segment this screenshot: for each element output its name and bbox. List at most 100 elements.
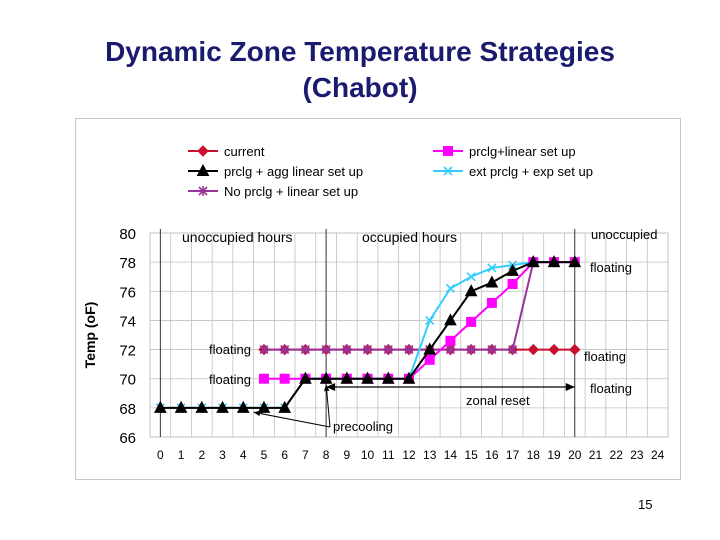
zonal-reset-arrowhead-left bbox=[326, 383, 336, 391]
data-point-star bbox=[466, 344, 476, 355]
slide-title: Dynamic Zone Temperature Strategies (Cha… bbox=[0, 34, 720, 106]
data-point-star bbox=[280, 344, 290, 355]
data-point-x bbox=[443, 166, 453, 176]
x-tick-label: 18 bbox=[527, 448, 541, 462]
x-tick-label: 6 bbox=[281, 448, 288, 462]
data-point-x bbox=[466, 272, 476, 282]
page-number: 15 bbox=[638, 497, 653, 512]
data-point-triangle bbox=[340, 371, 354, 384]
legend-item: ext prclg + exp set up bbox=[433, 164, 593, 179]
x-tick-label: 21 bbox=[589, 448, 603, 462]
annotation-unoccupied: unoccupied bbox=[591, 227, 658, 242]
data-point-x bbox=[425, 315, 435, 325]
data-point-diamond bbox=[197, 145, 209, 157]
legend-item: No prclg + linear set up bbox=[188, 184, 358, 199]
x-tick-label: 16 bbox=[485, 448, 499, 462]
data-point-triangle bbox=[174, 400, 188, 413]
y-tick-label: 74 bbox=[119, 313, 136, 330]
data-point-star bbox=[383, 344, 393, 355]
x-tick-label: 15 bbox=[464, 448, 478, 462]
data-point-triangle bbox=[216, 400, 229, 413]
legend-label: prclg+linear set up bbox=[469, 144, 576, 159]
data-point-triangle bbox=[196, 163, 210, 176]
x-tick-label: 11 bbox=[382, 448, 395, 462]
precooling-arrow-left bbox=[253, 411, 331, 428]
x-tick-label: 8 bbox=[323, 448, 330, 462]
data-point-square bbox=[424, 354, 435, 365]
data-point-triangle bbox=[485, 275, 499, 288]
data-point-triangle bbox=[319, 371, 333, 384]
x-tick-label: 22 bbox=[610, 448, 624, 462]
annotation-floating-top-right: floating bbox=[590, 260, 632, 275]
legend-label: current bbox=[224, 144, 265, 159]
legend-label: ext prclg + exp set up bbox=[469, 164, 593, 179]
data-point-x bbox=[445, 283, 456, 293]
slide-title-line-2: (Chabot) bbox=[302, 72, 418, 103]
data-point-star bbox=[198, 186, 208, 196]
x-tick-label: 23 bbox=[630, 448, 644, 462]
data-point-x bbox=[487, 263, 497, 273]
data-point-diamond bbox=[527, 343, 540, 356]
data-point-square bbox=[443, 146, 453, 156]
x-tick-label: 24 bbox=[651, 448, 665, 462]
x-tick-label: 10 bbox=[361, 448, 375, 462]
data-point-triangle bbox=[195, 400, 209, 413]
grid bbox=[149, 232, 669, 438]
x-tick-label: 5 bbox=[261, 448, 268, 462]
annotations: unoccupied hours occupied hours unoccupied… bbox=[182, 227, 658, 434]
chart-figure: 66 68 70 72 74 76 78 80 0 1 2 3 4 5 6 7 8 9 10 11 12 13 14 15 16… bbox=[75, 118, 681, 480]
x-tick-label: 2 bbox=[198, 448, 205, 462]
data-point-star bbox=[487, 344, 497, 355]
data-point-triangle bbox=[361, 371, 374, 384]
data-point-triangle bbox=[278, 400, 292, 413]
y-tick-label: 68 bbox=[119, 401, 136, 418]
y-tick-label: 70 bbox=[119, 372, 136, 389]
data-point-square bbox=[507, 279, 518, 289]
annotation-floating-70-right: floating bbox=[590, 381, 632, 396]
precooling-arrow-right-head bbox=[323, 384, 330, 392]
data-point-triangle bbox=[381, 371, 395, 384]
x-tick-label: 13 bbox=[423, 448, 437, 462]
data-point-star bbox=[342, 344, 352, 355]
data-point-triangle bbox=[423, 342, 437, 355]
y-tick-label: 72 bbox=[119, 343, 136, 360]
annotation-unoccupied-hours: unoccupied hours bbox=[182, 229, 293, 245]
data-point-triangle bbox=[236, 400, 250, 413]
y-tick-label: 80 bbox=[119, 226, 136, 243]
data-point-triangle bbox=[257, 400, 271, 413]
precooling-arrow-left-head bbox=[253, 410, 261, 417]
legend-item: prclg + agg linear set up bbox=[188, 163, 363, 179]
y-axis-label: Temp (oF) bbox=[82, 302, 98, 369]
data-point-triangle bbox=[568, 255, 582, 268]
data-point-square bbox=[466, 316, 477, 327]
x-tick-label: 19 bbox=[547, 448, 561, 462]
data-point-triangle bbox=[444, 313, 457, 326]
data-point-triangle bbox=[506, 263, 519, 276]
slide-title-line-1: Dynamic Zone Temperature Strategies bbox=[105, 36, 615, 67]
data-point-diamond bbox=[569, 343, 581, 356]
y-tick-label: 66 bbox=[119, 430, 136, 447]
data-point-diamond bbox=[548, 343, 560, 356]
data-point-triangle bbox=[547, 255, 561, 268]
data-point-star bbox=[508, 344, 518, 355]
legend-item: current bbox=[188, 144, 265, 159]
data-point-star bbox=[362, 344, 373, 355]
x-tick-label: 7 bbox=[302, 448, 309, 462]
data-point-triangle bbox=[464, 284, 478, 297]
data-point-star bbox=[404, 344, 414, 355]
annotation-floating-70-left: floating bbox=[209, 372, 251, 387]
plot-area bbox=[149, 232, 669, 438]
data-point-star bbox=[300, 344, 310, 355]
legend-item: prclg+linear set up bbox=[433, 144, 576, 159]
x-tick-label: 20 bbox=[568, 448, 582, 462]
data-point-star bbox=[259, 344, 269, 355]
data-point-triangle bbox=[299, 371, 312, 384]
x-tick-label: 1 bbox=[178, 448, 185, 462]
data-point-square bbox=[486, 297, 497, 308]
legend-label: No prclg + linear set up bbox=[224, 184, 358, 199]
annotation-floating-72-left: floating bbox=[209, 342, 251, 357]
zonal-reset-arrowhead-right bbox=[565, 383, 575, 391]
x-tick-label: 14 bbox=[444, 448, 458, 462]
data-point-star bbox=[321, 344, 331, 355]
